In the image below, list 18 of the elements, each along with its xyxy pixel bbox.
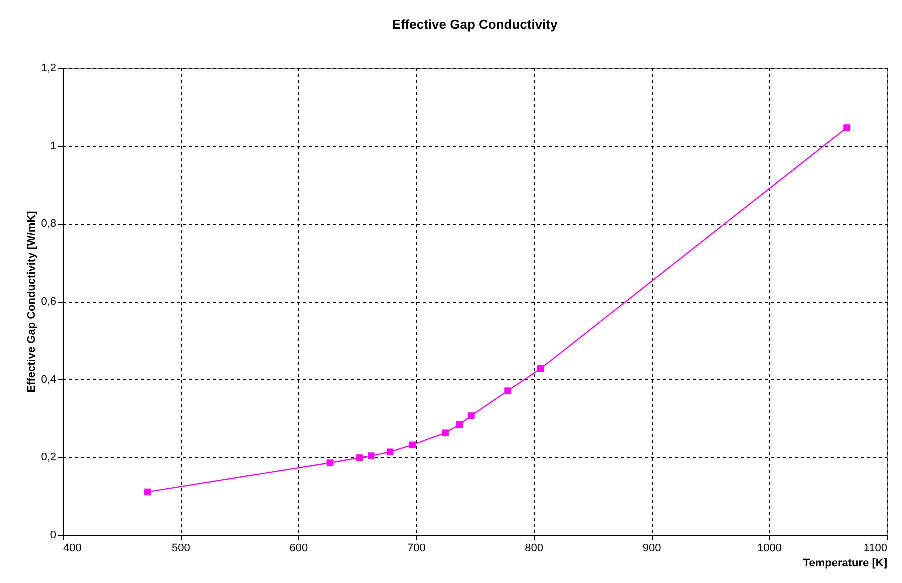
y-tick-label: 0,4 [41,374,56,386]
y-axis-title: Effective Gap Conductivity [W/mK] [26,210,38,393]
x-tick-label: 900 [642,542,662,554]
y-tick-label: 0,6 [41,296,56,308]
x-tick-label: 800 [525,542,544,554]
x-tick-label: 500 [172,542,190,554]
x-tick-label: 600 [290,542,308,554]
x-tick-label: 1100 [864,542,888,554]
y-tick-label: 0,2 [41,452,56,464]
x-tick-label: 1000 [758,542,782,554]
y-tick-label: 0 [50,530,56,542]
x-tick-label: 700 [407,542,426,554]
y-tick-label: 0,8 [41,218,56,230]
y-tick-label: 1 [50,140,56,152]
y-tick-label: 1,2 [41,62,56,74]
x-tick-label: 400 [64,542,82,554]
x-axis-title: Temperature [K] [803,558,888,570]
chart-title: Effective Gap Conductivity [392,17,558,32]
